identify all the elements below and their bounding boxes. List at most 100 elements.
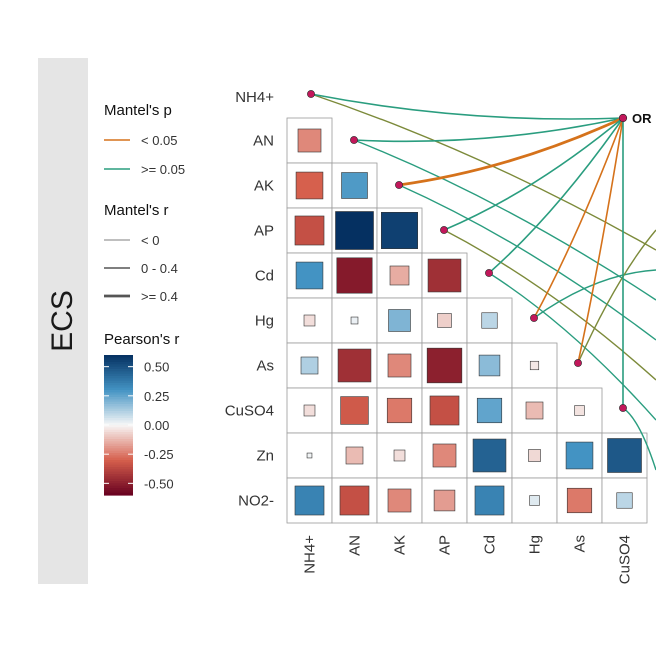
column-label: As bbox=[572, 535, 589, 553]
legend-mantel-p-title: Mantel's p bbox=[104, 102, 172, 119]
legend-colorbar-segment bbox=[104, 397, 133, 400]
correlation-square bbox=[306, 452, 313, 459]
column-label: AK bbox=[392, 535, 409, 555]
correlation-square bbox=[388, 309, 411, 332]
correlation-square bbox=[336, 257, 373, 294]
legend-colorbar-segment bbox=[104, 387, 133, 391]
legend-colorbar-segment bbox=[104, 492, 133, 496]
grid-cell bbox=[331, 387, 378, 434]
legend-colorbar-segment bbox=[104, 392, 133, 396]
legend-colorbar-segment bbox=[104, 378, 133, 382]
legend-colorbar-segment bbox=[104, 471, 133, 475]
column-label: CuSO4 bbox=[617, 535, 634, 584]
mantel-link bbox=[577, 117, 624, 364]
legend-colorbar-label: 0.00 bbox=[144, 418, 169, 433]
correlation-square bbox=[339, 485, 370, 516]
legend-colorbar-segment bbox=[104, 399, 133, 403]
legend-colorbar-segment bbox=[104, 441, 133, 445]
legend-colorbar-segment bbox=[104, 383, 133, 386]
correlation-square bbox=[476, 397, 503, 424]
variable-node bbox=[395, 181, 403, 189]
mantel-link bbox=[310, 93, 624, 120]
legend-colorbar-segment bbox=[104, 434, 133, 438]
offpanel-link bbox=[533, 269, 656, 319]
correlation-square bbox=[427, 258, 462, 293]
legend-r-label: 0 - 0.4 bbox=[141, 261, 178, 276]
legend-colorbar-segment bbox=[104, 422, 133, 426]
legend-colorbar-segment bbox=[104, 436, 133, 440]
correlation-square bbox=[389, 265, 410, 286]
source-node bbox=[618, 113, 628, 123]
offpanel-link bbox=[353, 139, 656, 301]
column-label: AN bbox=[347, 535, 364, 556]
legend-colorbar-segment bbox=[104, 366, 133, 370]
legend-colorbar-segment bbox=[104, 460, 133, 463]
correlation-square bbox=[474, 485, 505, 516]
correlation-square bbox=[472, 438, 507, 473]
legend-colorbar-segment bbox=[104, 457, 133, 461]
legend-colorbar-segment bbox=[104, 385, 133, 389]
correlation-square bbox=[341, 172, 368, 199]
source-label: OR bbox=[632, 111, 652, 126]
legend-colorbar-label: -0.50 bbox=[144, 476, 174, 491]
legend-colorbar-segment bbox=[104, 364, 133, 368]
correlation-square bbox=[337, 348, 372, 383]
legend-colorbar-segment bbox=[104, 448, 133, 452]
legend-colorbar-segment bbox=[104, 476, 133, 480]
mantel-link bbox=[353, 117, 624, 143]
variable-node bbox=[350, 136, 358, 144]
legend-colorbar-segment bbox=[104, 453, 133, 456]
correlation-square bbox=[426, 347, 463, 384]
correlation-square bbox=[345, 446, 364, 465]
legend-colorbar-segment bbox=[104, 413, 133, 417]
variable-node bbox=[574, 359, 582, 367]
row-label: As bbox=[256, 358, 274, 375]
legend-colorbar-segment bbox=[104, 380, 133, 384]
correlation-square bbox=[393, 449, 406, 462]
correlation-square bbox=[303, 314, 316, 327]
correlation-square bbox=[574, 405, 585, 416]
legend-colorbar-segment bbox=[104, 450, 133, 454]
correlation-square bbox=[386, 397, 413, 424]
row-label: Hg bbox=[255, 313, 274, 330]
correlation-square bbox=[607, 438, 642, 473]
legend-colorbar-segment bbox=[104, 394, 133, 398]
correlation-square bbox=[387, 488, 412, 513]
offpanel-link bbox=[622, 407, 656, 471]
correlation-square bbox=[481, 312, 498, 329]
legend-colorbar-segment bbox=[104, 443, 133, 447]
correlation-square bbox=[432, 443, 457, 468]
legend-colorbar-segment bbox=[104, 429, 133, 433]
legend-colorbar-segment bbox=[104, 373, 133, 377]
correlation-square bbox=[437, 313, 452, 328]
legend-colorbar-segment bbox=[104, 488, 133, 491]
legend-colorbar-segment bbox=[104, 478, 133, 482]
mantel-link bbox=[398, 116, 624, 187]
legend-colorbar-segment bbox=[104, 371, 133, 375]
correlation-square bbox=[529, 360, 540, 371]
variable-node bbox=[440, 226, 448, 234]
row-label: AP bbox=[254, 223, 274, 240]
legend-colorbar-segment bbox=[104, 474, 133, 477]
legend-colorbar-segment bbox=[104, 406, 133, 410]
column-label: AP bbox=[437, 535, 454, 555]
correlation-square bbox=[387, 353, 412, 378]
legend-colorbar-segment bbox=[104, 369, 133, 372]
variable-node bbox=[619, 404, 627, 412]
correlation-square bbox=[294, 215, 325, 246]
correlation-square bbox=[350, 316, 359, 325]
legend-colorbar-segment bbox=[104, 357, 133, 361]
legend-p-label: < 0.05 bbox=[141, 133, 178, 148]
correlation-square bbox=[297, 128, 322, 153]
correlation-square bbox=[300, 356, 319, 375]
legend-colorbar-segment bbox=[104, 401, 133, 405]
legend-colorbar-segment bbox=[104, 467, 133, 470]
legend-colorbar-segment bbox=[104, 481, 133, 484]
row-label: Cd bbox=[255, 268, 274, 285]
offpanel-link bbox=[577, 229, 656, 364]
legend-r-label: < 0 bbox=[141, 233, 159, 248]
legend-colorbar-segment bbox=[104, 485, 133, 489]
correlation-square bbox=[335, 211, 374, 250]
legend-colorbar-segment bbox=[104, 439, 133, 442]
